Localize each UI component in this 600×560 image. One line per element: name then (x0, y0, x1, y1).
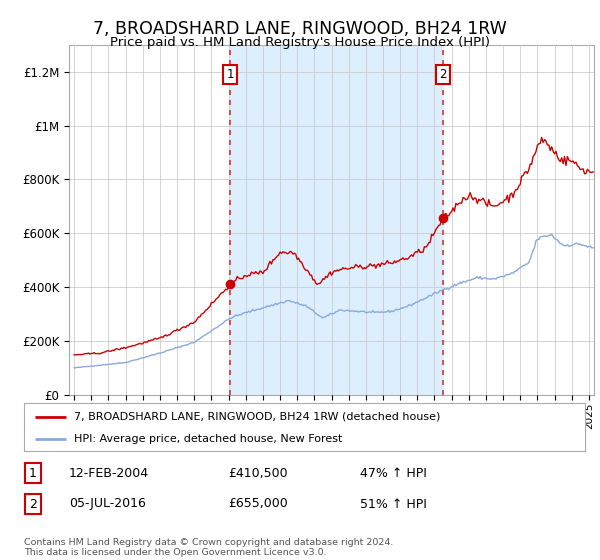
Text: Price paid vs. HM Land Registry's House Price Index (HPI): Price paid vs. HM Land Registry's House … (110, 36, 490, 49)
Text: 7, BROADSHARD LANE, RINGWOOD, BH24 1RW (detached house): 7, BROADSHARD LANE, RINGWOOD, BH24 1RW (… (74, 412, 441, 422)
Text: 2: 2 (439, 68, 447, 81)
Text: HPI: Average price, detached house, New Forest: HPI: Average price, detached house, New … (74, 434, 343, 444)
Text: 12-FEB-2004: 12-FEB-2004 (69, 466, 149, 480)
Text: 47% ↑ HPI: 47% ↑ HPI (360, 466, 427, 480)
Text: 2: 2 (29, 497, 37, 511)
Text: Contains HM Land Registry data © Crown copyright and database right 2024.
This d: Contains HM Land Registry data © Crown c… (24, 538, 394, 557)
Text: 1: 1 (226, 68, 233, 81)
Bar (230, 45, 443, 395)
Text: £655,000: £655,000 (228, 497, 288, 511)
Text: £410,500: £410,500 (228, 466, 287, 480)
Text: 1: 1 (29, 466, 37, 480)
Text: 51% ↑ HPI: 51% ↑ HPI (360, 497, 427, 511)
Text: 7, BROADSHARD LANE, RINGWOOD, BH24 1RW: 7, BROADSHARD LANE, RINGWOOD, BH24 1RW (93, 20, 507, 38)
Text: 05-JUL-2016: 05-JUL-2016 (69, 497, 146, 511)
